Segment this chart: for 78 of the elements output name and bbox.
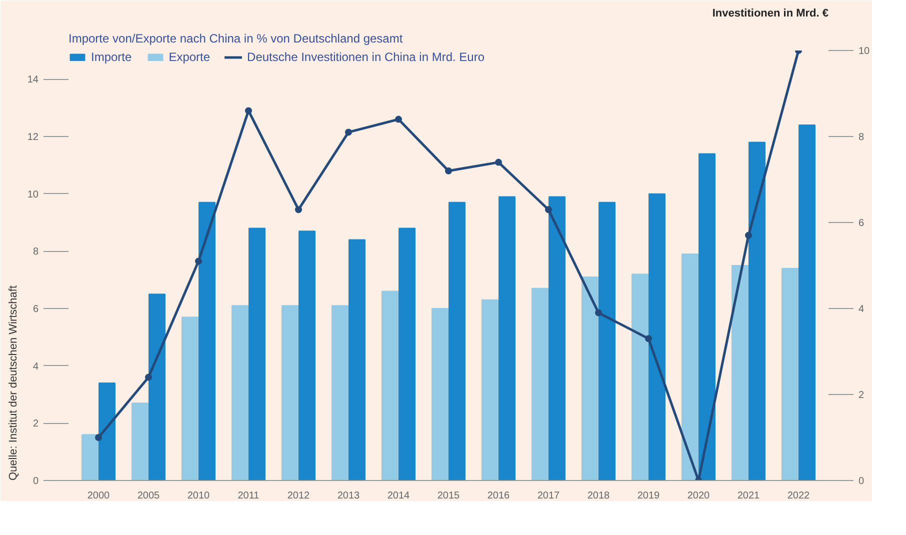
x-tick-label: 2020 [687,490,710,502]
bar [732,265,748,480]
point [295,206,302,214]
bar [798,124,816,480]
point [595,309,602,316]
bar [132,402,148,480]
x-tick-label: 2014 [387,490,410,502]
point [345,128,352,136]
bar [182,316,198,480]
point [95,434,102,441]
point [745,232,752,239]
x-tick-label: 2013 [337,490,360,502]
y2-tick-label: 10 [858,46,870,57]
chart-subtitle: Importe von/Exporte nach China in % von Deutschland gesamt [68,32,404,46]
point [445,167,452,174]
y2-tick-label: 4 [858,304,864,315]
x-tick-label: 2021 [737,490,760,502]
bar [248,228,266,480]
x-tick-label: 2012 [287,490,310,502]
bar [548,196,566,480]
x-tick-label: 2019 [637,490,660,502]
bar [148,294,166,480]
legend-label: Exporte [168,50,210,64]
point [645,335,652,342]
y-tick-label: 4 [32,361,39,372]
bar [448,202,466,480]
y2-tick-label: 0 [858,476,864,487]
y2-axis-title: Investitionen in Mrd. € [712,8,828,20]
x-tick-label: 2015 [437,490,460,502]
y-tick-label: 6 [32,304,39,315]
x-tick-label: 2010 [187,490,210,502]
source-note: Quelle: Institut der deutschen Wirtschaft [8,285,20,480]
bar [282,305,298,480]
bar [82,434,98,480]
legend-label: Deutsche Investitionen in China in Mrd. Euro [247,50,485,64]
x-tick-label: 2011 [238,490,260,502]
bar [348,239,366,480]
bar [748,142,766,480]
x-tick-label: 2005 [137,490,160,502]
point [195,258,202,265]
bar [698,153,716,480]
bar [98,382,116,480]
bar [532,288,548,480]
bar [598,202,616,480]
y-tick-label: 14 [27,74,39,86]
x-tick-label: 2018 [587,490,610,502]
bar [398,228,416,480]
y2-tick-label: 2 [858,390,864,401]
legend-label: Importe [91,50,132,64]
bar [382,290,398,480]
point [395,116,402,123]
x-tick-label: 2000 [87,490,110,502]
bar [498,196,516,480]
point [495,158,502,166]
y-tick-label: 10 [27,189,39,200]
y-tick-label: 12 [27,132,39,143]
y-tick-label: 2 [32,418,39,430]
x-tick-label: 2016 [487,490,510,502]
x-tick-label: 2022 [787,490,810,502]
bar [432,308,448,480]
y-tick-label: 0 [32,476,39,487]
bar [332,305,348,480]
x-tick-label: 2017 [537,490,560,502]
bar [682,254,698,480]
bar [782,268,798,480]
y2-tick-label: 8 [858,132,864,143]
bar [648,193,666,480]
y-tick-label: 8 [32,246,39,258]
point [245,107,252,114]
y2-tick-label: 6 [858,218,864,229]
bar [232,305,248,480]
point [145,374,152,381]
point [545,206,552,214]
bar [482,299,498,480]
bar [298,230,316,480]
bar [582,276,598,480]
bar [198,202,216,480]
bar [632,274,648,480]
